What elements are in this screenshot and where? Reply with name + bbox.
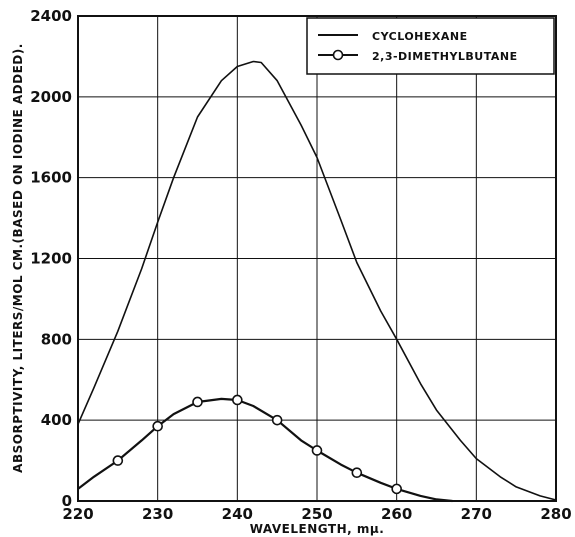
series-layer <box>77 60 557 503</box>
y-tick-label: 2000 <box>30 88 72 106</box>
x-tick-label: 270 <box>461 505 492 523</box>
x-axis-label: WAVELENGTH, mμ. <box>250 522 385 536</box>
legend-label-cyclohexane: CYCLOHEXANE <box>372 30 468 43</box>
data-point-marker <box>271 414 283 426</box>
legend-marker-dimethylbutane <box>332 49 344 61</box>
series-line-0 <box>77 60 557 501</box>
y-tick-label: 0 <box>62 492 72 510</box>
x-tick-label: 260 <box>381 505 412 523</box>
x-tick-label: 240 <box>222 505 253 523</box>
y-tick-label: 400 <box>41 411 72 429</box>
data-point-marker <box>112 455 124 466</box>
tick-labels: 220 230 240 250 260 270 280 0 400 800 1200 1600 2000… <box>30 7 571 523</box>
x-tick-label: 250 <box>301 505 332 523</box>
legend-box <box>306 17 555 75</box>
data-point-marker <box>391 483 402 495</box>
data-point-marker <box>152 420 163 432</box>
data-point-marker <box>232 394 243 406</box>
x-tick-label: 220 <box>62 505 93 523</box>
x-tick-label: 280 <box>540 505 571 523</box>
y-tick-label: 1200 <box>30 250 72 268</box>
legend: CYCLOHEXANE 2,3-DIMETHYLBUTANE <box>306 17 555 75</box>
y-axis-label: ABSORPTIVITY, LITERS/MOL CM.(BASED ON IO… <box>11 43 25 473</box>
data-point-marker <box>311 445 323 456</box>
legend-label-dimethylbutane: 2,3-DIMETHYLBUTANE <box>372 50 518 63</box>
y-tick-label: 800 <box>41 330 72 348</box>
y-tick-label: 1600 <box>30 169 72 187</box>
grid-lines <box>78 16 556 501</box>
x-tick-label: 230 <box>142 505 173 523</box>
data-point-marker <box>192 396 203 408</box>
y-tick-label: 2400 <box>30 7 72 25</box>
data-point-marker <box>351 467 363 479</box>
